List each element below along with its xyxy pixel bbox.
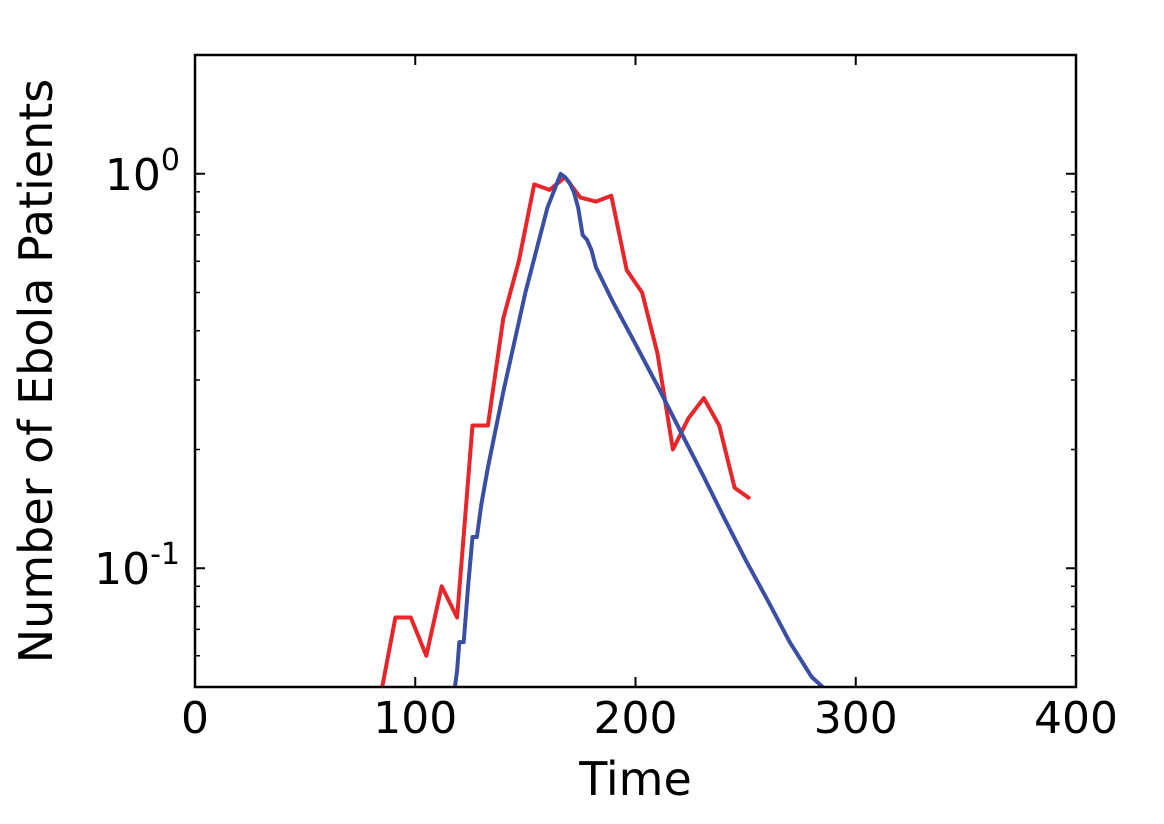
y-axis-label: Number of Ebola Patients — [9, 79, 63, 664]
series-layer — [380, 171, 825, 687]
x-tick-label: 400 — [1034, 693, 1118, 744]
x-axis-label: Time — [578, 752, 692, 806]
series-line-2 — [452, 171, 825, 687]
x-tick-label: 100 — [373, 693, 457, 744]
x-tick-label: 0 — [181, 693, 209, 744]
plot-frame — [193, 53, 1078, 689]
y-tick-label: 10-1 — [94, 537, 180, 595]
series-line-1 — [380, 175, 752, 687]
y-tick-label: 100 — [105, 143, 180, 201]
tick-labels-layer: 0 100 200 300 400 10-1 100 — [94, 143, 1118, 744]
ticks-layer — [194, 54, 1077, 688]
x-tick-label: 300 — [814, 693, 898, 744]
x-tick-label: 200 — [594, 693, 678, 744]
